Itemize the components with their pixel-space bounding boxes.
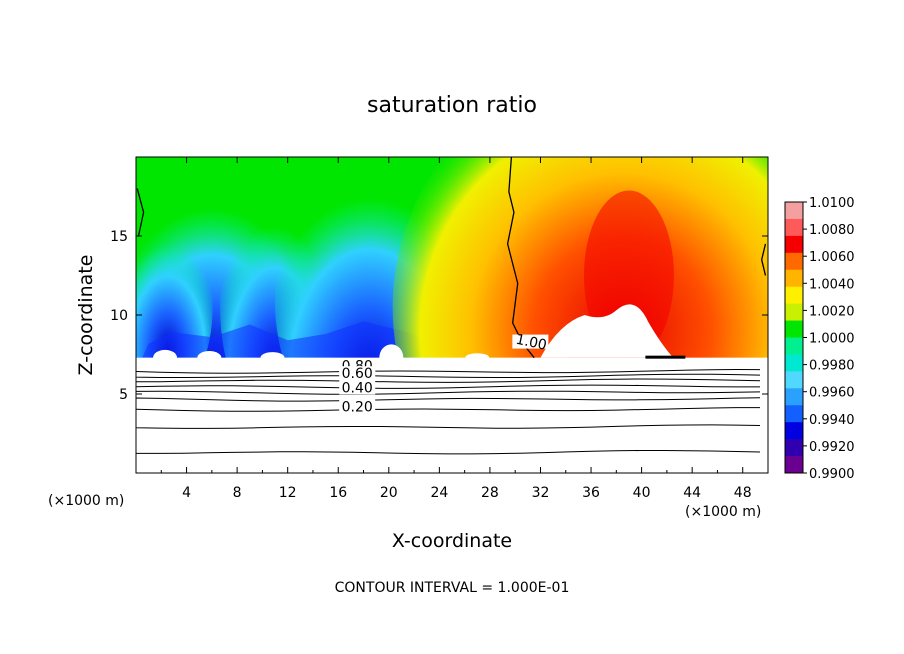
colorbar-label: 0.9980: [809, 359, 855, 374]
colorbar-label: 1.0040: [809, 277, 855, 292]
y-tick-label: 10: [110, 308, 128, 324]
colorbar-label: 1.0060: [809, 250, 855, 265]
colorbar-swatch: [785, 202, 803, 220]
contour-label-bg-5: [339, 399, 376, 414]
contour-line-3: [136, 378, 761, 383]
x-tick-label: 4: [182, 485, 191, 501]
y-axis-label: Z-coordinate: [75, 255, 97, 376]
sub-cloud-area: [136, 357, 768, 473]
colorbar-swatch: [785, 388, 803, 406]
y-tick-label: 15: [110, 229, 128, 245]
x-tick-label: 12: [279, 485, 297, 501]
colorbar-label: 1.0100: [809, 196, 855, 211]
colorbar-swatch: [785, 303, 803, 322]
contour-line-7: [136, 407, 760, 412]
colorbar-label: 0.9900: [809, 467, 855, 482]
colorbar-swatch: [785, 286, 803, 305]
colorbar-swatch: [785, 422, 803, 440]
colorbar-swatch: [785, 218, 803, 237]
unsaturated-pocket: [540, 304, 674, 358]
colorbar-swatch: [785, 320, 803, 338]
contour-line-1: [136, 368, 761, 374]
contour-line-2: [136, 373, 761, 378]
contour-line-6: [136, 397, 761, 402]
x-tick-label: 48: [734, 485, 752, 501]
colorbar-swatch: [785, 456, 803, 474]
colorbar-label: 0.9920: [809, 440, 855, 455]
colorbar-swatch: [785, 405, 803, 423]
x-tick-label: 28: [481, 485, 499, 501]
colorbar-label: 1.0020: [809, 304, 855, 319]
contour-line-4: [136, 384, 760, 389]
colorbar: 1.0100 1.0080 1.0060 1.0040 1.0020 1.0000 0.99…: [784, 196, 855, 482]
x-axis-label: X-coordinate: [392, 530, 512, 552]
contour-right-edge: [761, 243, 767, 276]
x-tick-label: 40: [633, 485, 651, 501]
colorbar-swatch: [785, 354, 803, 372]
colorbar-swatch: [785, 269, 803, 288]
x-axis: 4 8 12 16 20 24 28 32 36 40 44 48: [160, 157, 769, 501]
colorbar-label: 1.0000: [809, 332, 855, 347]
colorbar-swatch: [785, 439, 803, 457]
contour-lines: 1.000.800.600.400.20: [136, 157, 767, 455]
x-tick-label: 8: [233, 485, 242, 501]
contour-label: 0.20: [342, 399, 373, 415]
colorbar-label: 0.9960: [809, 386, 855, 401]
contour-line-9: [136, 450, 761, 455]
x-tick-label: 44: [683, 485, 701, 501]
x-tick-label: 20: [380, 485, 398, 501]
contour-label-bg-4: [339, 380, 376, 395]
contour-label-bg-1: [512, 334, 549, 349]
color-field: [136, 157, 768, 473]
colorbar-swatch: [785, 235, 803, 254]
colorbar-label: 1.0080: [809, 223, 855, 238]
y-axis: 5 10 15: [110, 229, 768, 403]
chart-title: saturation ratio: [367, 93, 537, 118]
contour-dark-segment: [645, 355, 686, 359]
contour-interval-note: CONTOUR INTERVAL = 1.000E-01: [335, 580, 570, 596]
contour-label: 0.60: [342, 366, 373, 382]
x-tick-label: 16: [329, 485, 347, 501]
x-unit-left: (×1000 m): [48, 493, 124, 509]
colorbar-swatch: [785, 252, 803, 271]
contour-left-edge: [136, 188, 145, 237]
x-unit-right: (×1000 m): [685, 504, 761, 520]
y-tick-label: 5: [119, 387, 128, 403]
contour-label: 0.40: [342, 380, 373, 396]
contour-line-5: [136, 390, 761, 395]
x-tick-label: 32: [532, 485, 550, 501]
colorbar-label: 0.9940: [809, 413, 855, 428]
contour-label: 1.00: [514, 332, 548, 354]
contour-line-8: [136, 424, 761, 429]
x-tick-label: 36: [582, 485, 600, 501]
x-tick-label: 24: [430, 485, 448, 501]
colorbar-swatch: [785, 371, 803, 389]
contour-label-bg-3: [339, 366, 376, 381]
colorbar-swatch: [785, 337, 803, 355]
